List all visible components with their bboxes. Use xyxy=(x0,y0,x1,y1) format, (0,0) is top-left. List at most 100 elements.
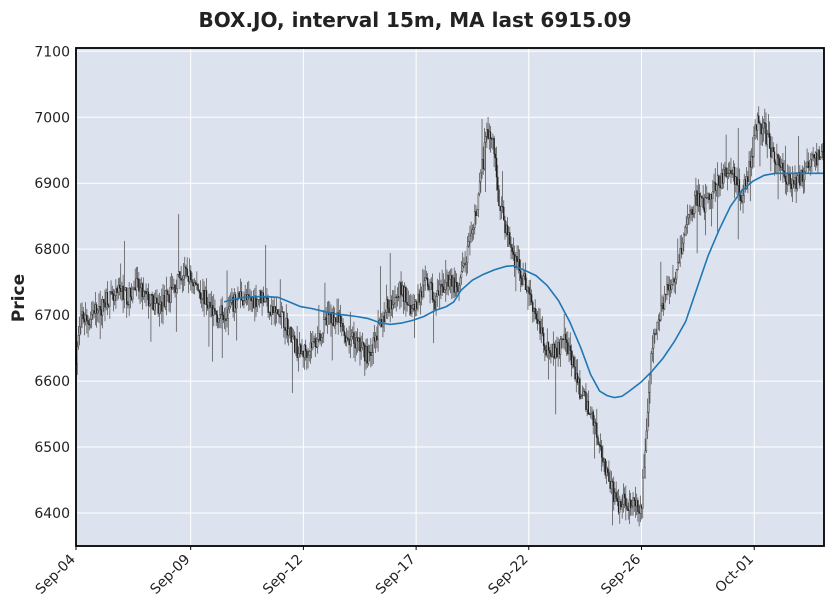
candle-body xyxy=(360,347,362,352)
candle-body xyxy=(700,196,702,207)
candle-body xyxy=(366,346,368,364)
candle-body xyxy=(696,190,698,207)
candle-body xyxy=(210,305,213,308)
candle-body xyxy=(591,411,593,414)
candle-body xyxy=(495,157,498,178)
candle-body xyxy=(528,287,530,294)
candle-body xyxy=(663,293,666,310)
candle-body xyxy=(453,277,455,293)
candle-body xyxy=(545,350,547,356)
candle-body xyxy=(530,294,533,303)
candle-body xyxy=(466,245,469,264)
candle-body xyxy=(533,308,535,312)
candle-body xyxy=(197,284,199,291)
candle-body xyxy=(674,278,677,283)
candle-body xyxy=(633,497,635,501)
y-tick-label: 7000 xyxy=(34,110,70,126)
candle-body xyxy=(754,124,756,136)
candle-body xyxy=(234,294,237,309)
candle-body xyxy=(104,302,106,308)
candle-body xyxy=(155,297,157,304)
candle-body xyxy=(563,334,565,340)
candle-body xyxy=(192,282,194,287)
candle-body xyxy=(129,287,132,297)
candle-body xyxy=(500,205,503,211)
candle-body xyxy=(646,412,649,432)
candle-body xyxy=(482,159,484,170)
candle-body xyxy=(781,162,783,168)
plot-frame xyxy=(75,47,825,547)
candle-body xyxy=(455,281,458,288)
candle-body xyxy=(457,286,459,292)
candle-body xyxy=(818,149,820,160)
candle-body xyxy=(497,176,499,190)
x-tick-label: Sep-12 xyxy=(260,552,306,598)
candle-body xyxy=(339,315,342,327)
candle-body xyxy=(626,505,628,510)
candle-body xyxy=(173,284,175,288)
candle-body xyxy=(571,356,574,366)
candle-body xyxy=(602,457,604,463)
x-axis: Sep-04 Sep-09 Sep-12 Sep-17 Sep-22 Sep-26 Oct-… xyxy=(33,546,757,598)
candle-body xyxy=(281,311,284,313)
candle-body xyxy=(573,356,575,368)
candle-body xyxy=(283,311,285,328)
candle-body xyxy=(472,227,475,230)
candle-body xyxy=(707,193,709,198)
candle-body xyxy=(562,338,564,340)
candle-body xyxy=(801,169,803,182)
candle-body xyxy=(278,314,280,317)
candle-body xyxy=(425,277,428,279)
candle-body xyxy=(552,343,555,357)
candle-body xyxy=(167,290,169,296)
candle-body xyxy=(564,334,567,340)
candle-body xyxy=(478,181,481,195)
candle-body xyxy=(535,313,538,320)
candle-body xyxy=(766,134,768,145)
candle-body xyxy=(184,266,186,276)
candle-body xyxy=(521,278,523,286)
candle-body xyxy=(808,166,811,168)
candle-body xyxy=(171,287,174,290)
candle-body xyxy=(600,446,603,458)
candle-body xyxy=(519,270,522,279)
candle-body xyxy=(271,306,273,316)
candle-body xyxy=(158,304,161,314)
candle-body xyxy=(84,314,87,322)
candle-body xyxy=(794,177,796,185)
candle-body xyxy=(716,175,719,185)
candle-body xyxy=(319,333,321,341)
candle-body xyxy=(587,400,590,415)
candle-body xyxy=(812,154,814,156)
candle-body xyxy=(292,335,295,337)
candle-body xyxy=(418,294,420,303)
candle-body xyxy=(522,275,524,286)
candle-body xyxy=(130,296,133,300)
candle-body xyxy=(362,342,365,346)
candle-body xyxy=(669,285,672,290)
candle-body xyxy=(739,195,742,201)
candle-body xyxy=(551,356,553,358)
candle-body xyxy=(296,338,298,358)
candle-body xyxy=(440,283,442,286)
candle-body xyxy=(120,287,122,292)
candle-body xyxy=(374,335,377,342)
candle-body xyxy=(741,200,743,203)
candle-body xyxy=(428,285,430,290)
candle-body xyxy=(202,290,204,300)
candle-body xyxy=(294,335,296,353)
candle-body xyxy=(216,314,219,323)
candle-body xyxy=(713,181,715,192)
candle-body xyxy=(577,378,580,384)
candle-body xyxy=(477,193,480,210)
candle-body xyxy=(805,166,807,172)
candle-body xyxy=(787,174,789,185)
candle-body xyxy=(800,169,802,186)
candle-body xyxy=(325,317,327,326)
candle-body xyxy=(127,303,129,306)
candle-body xyxy=(337,312,339,323)
candle-body xyxy=(161,301,163,312)
candle-body xyxy=(432,299,435,302)
candle-body xyxy=(191,279,193,283)
candle-body xyxy=(174,284,176,293)
